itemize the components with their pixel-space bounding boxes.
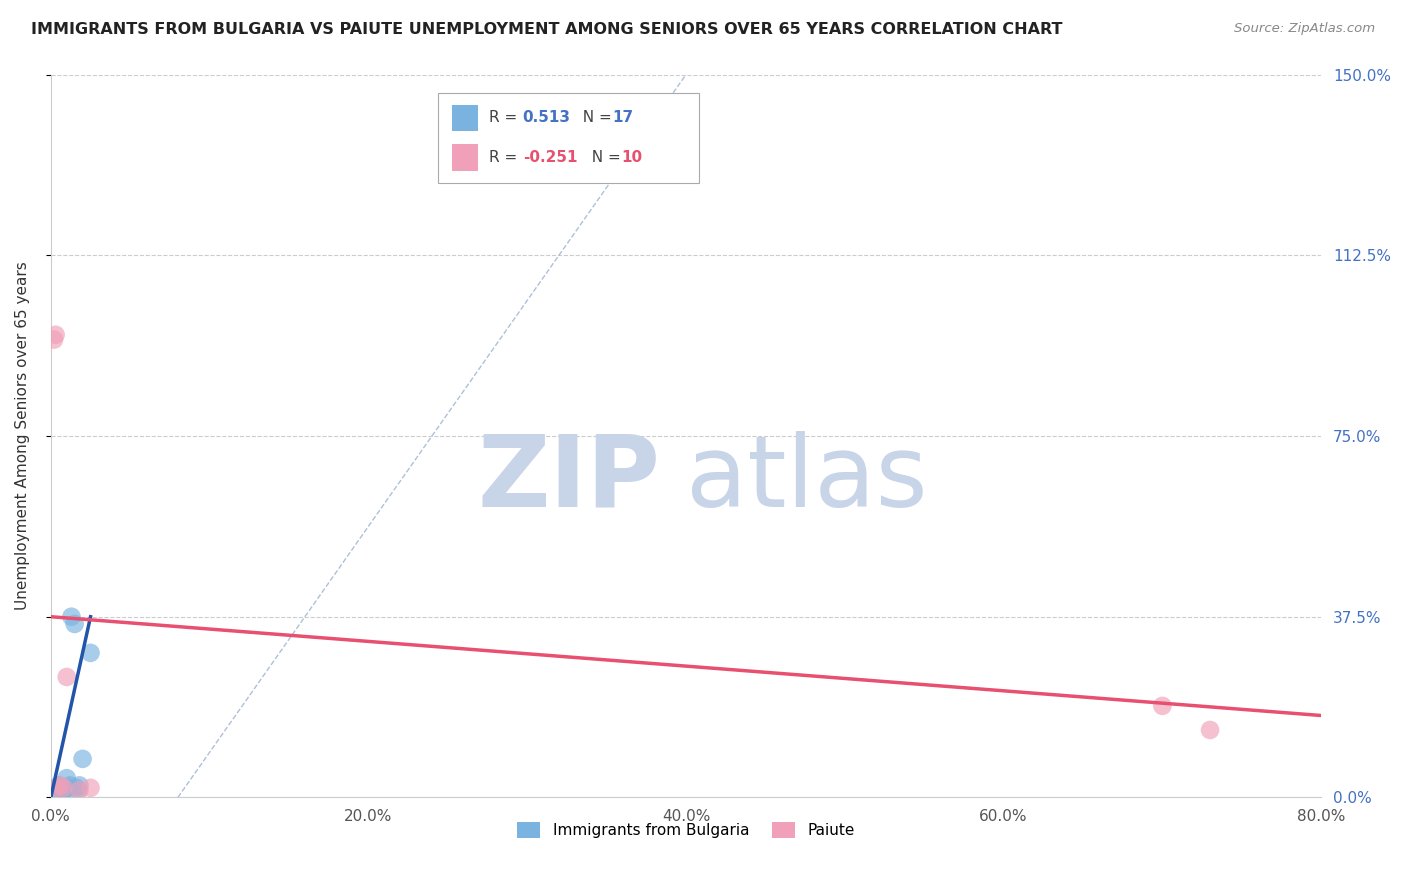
Text: 10: 10: [621, 150, 643, 165]
Point: [49, 783, 72, 797]
Point: [72, 752, 94, 766]
Point: [60, 609, 83, 624]
Text: R =: R =: [489, 150, 522, 165]
Text: N =: N =: [574, 111, 617, 126]
Point: [63, 616, 86, 631]
Text: 17: 17: [613, 111, 634, 126]
Point: [79, 780, 101, 795]
Point: [67, 778, 90, 792]
Point: [48, 778, 70, 792]
Text: 0.513: 0.513: [523, 111, 571, 126]
Text: atlas: atlas: [686, 431, 928, 528]
Point: [1199, 723, 1222, 737]
Point: [42, 333, 65, 347]
Point: [58, 780, 80, 795]
Point: [45, 783, 67, 797]
Point: [46, 780, 69, 795]
Point: [51, 780, 73, 795]
Text: ZIP: ZIP: [478, 431, 661, 528]
Point: [67, 783, 90, 797]
Legend: Immigrants from Bulgaria, Paiute: Immigrants from Bulgaria, Paiute: [512, 816, 860, 844]
Point: [46, 780, 69, 795]
Point: [55, 670, 77, 684]
Point: [52, 780, 75, 795]
Point: [66, 783, 89, 797]
Point: [45, 327, 67, 342]
Point: [53, 781, 76, 796]
Point: [79, 646, 101, 660]
Text: R =: R =: [489, 111, 522, 126]
Point: [59, 778, 82, 792]
Point: [55, 771, 77, 785]
Text: Source: ZipAtlas.com: Source: ZipAtlas.com: [1234, 22, 1375, 36]
Point: [65, 780, 87, 795]
Text: IMMIGRANTS FROM BULGARIA VS PAIUTE UNEMPLOYMENT AMONG SENIORS OVER 65 YEARS CORR: IMMIGRANTS FROM BULGARIA VS PAIUTE UNEMP…: [31, 22, 1063, 37]
Text: -0.251: -0.251: [523, 150, 576, 165]
Y-axis label: Unemployment Among Seniors over 65 years: Unemployment Among Seniors over 65 years: [15, 261, 30, 610]
Point: [49, 778, 72, 792]
Point: [52, 783, 75, 797]
Point: [1152, 698, 1174, 713]
Text: N =: N =: [582, 150, 626, 165]
